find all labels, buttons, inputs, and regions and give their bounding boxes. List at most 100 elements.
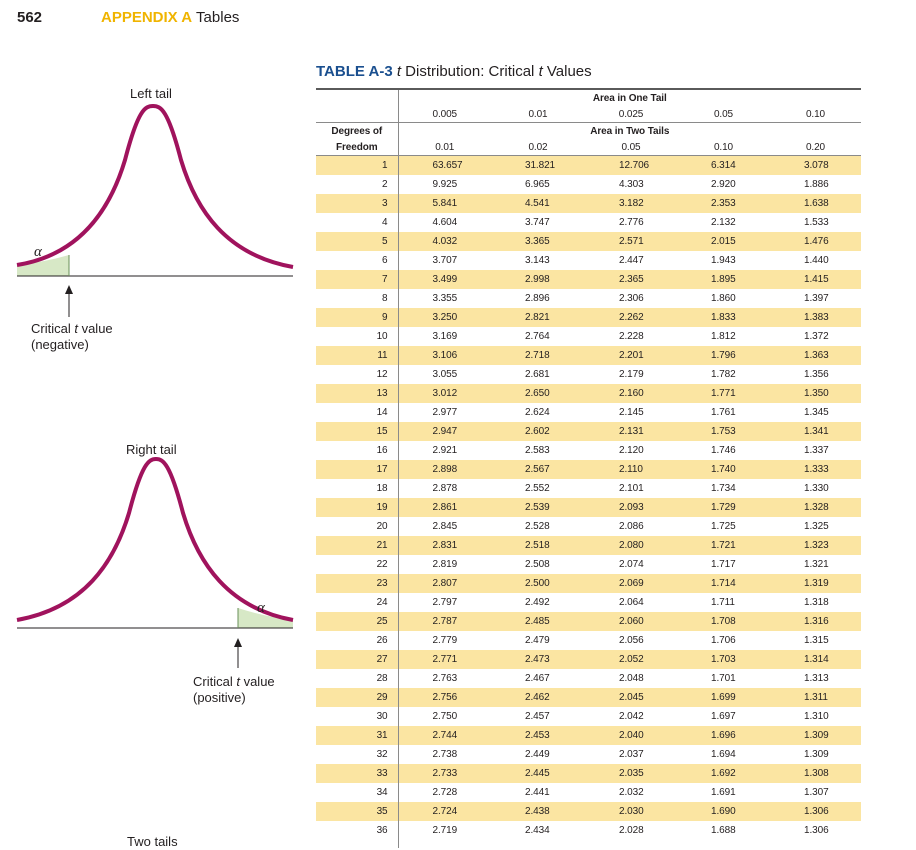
- df-cell: 7: [316, 270, 398, 289]
- critical-value-cell: 2.030: [585, 802, 677, 821]
- table-row: 26 2.779 2.479 2.056 1.706 1.315: [316, 631, 861, 650]
- table-row: 16 2.921 2.583 2.120 1.746 1.337: [316, 441, 861, 460]
- critical-value-cell: 2.201: [585, 346, 677, 365]
- critical-value-cell: 2.779: [397, 631, 491, 650]
- left-bell-curve: [16, 103, 294, 269]
- table-row: 23 2.807 2.500 2.069 1.714 1.319: [316, 574, 861, 593]
- critical-value-cell: 1.886: [804, 179, 829, 190]
- df-label-line1: Degrees of: [331, 125, 383, 137]
- critical-value-cell: 2.132: [711, 217, 736, 228]
- left-tail-area: [17, 255, 69, 276]
- df-cell: 4: [382, 217, 388, 228]
- table-row: 35 2.724 2.438 2.030 1.690 1.306: [316, 802, 861, 821]
- one-tail-value: 0.05: [677, 106, 770, 123]
- critical-value-cell: 1.690: [677, 802, 770, 821]
- critical-value-cell: 2.797: [397, 593, 491, 612]
- table-row: 24 2.797 2.492 2.064 1.711 1.318: [316, 593, 861, 612]
- critical-value-cell: 1.740: [677, 460, 770, 479]
- critical-value-cell: 2.120: [619, 445, 644, 456]
- critical-value-cell: 1.440: [804, 255, 829, 266]
- page-number: 562: [17, 9, 43, 26]
- critical-value-cell: 3.355: [397, 289, 491, 308]
- df-cell: 14: [376, 407, 388, 418]
- critical-value-cell: 1.753: [677, 422, 770, 441]
- critical-value-cell: 3.182: [585, 194, 677, 213]
- df-cell: 6: [382, 255, 388, 266]
- df-cell: 19: [316, 498, 398, 517]
- df-cell: 21: [316, 536, 398, 555]
- df-cell: 8: [382, 293, 388, 304]
- critical-value-cell: 2.086: [619, 521, 644, 532]
- critical-value-cell: 2.040: [585, 726, 677, 745]
- table-row: 5 4.032 3.365 2.571 2.015 1.476: [316, 232, 861, 251]
- right-arrow-head: [234, 638, 242, 647]
- critical-value-cell: 2.052: [585, 650, 677, 669]
- critical-value-cell: 2.583: [525, 445, 550, 456]
- left-arrow-head: [65, 285, 73, 294]
- critical-value-cell: 1.895: [677, 270, 770, 289]
- critical-value-cell: 2.744: [397, 726, 491, 745]
- critical-value-cell: 1.318: [804, 597, 829, 608]
- critical-value-cell: 2.056: [619, 635, 644, 646]
- area-one-tail-label: Area in One Tail: [397, 88, 861, 106]
- critical-value-cell: 1.345: [804, 407, 829, 418]
- right-critical-sign: (positive): [193, 690, 246, 705]
- one-tail-heading-row: Area in One Tail: [316, 88, 861, 106]
- df-cell: 23: [316, 574, 398, 593]
- critical-value-cell: 2.763: [397, 669, 491, 688]
- right-bell-curve: [16, 456, 294, 622]
- critical-value-cell: 1.306: [770, 802, 861, 821]
- critical-value-cell: 1.310: [804, 711, 829, 722]
- critical-value-cell: 2.681: [525, 369, 550, 380]
- critical-value-cell: 1.350: [770, 384, 861, 403]
- critical-value-cell: 2.787: [397, 612, 491, 631]
- critical-value-cell: 2.624: [525, 407, 550, 418]
- critical-value-cell: 2.473: [491, 650, 585, 669]
- critical-value-cell: 2.028: [619, 825, 644, 836]
- table-row: 3 5.841 4.541 3.182 2.353 1.638: [316, 194, 861, 213]
- critical-value-cell: 2.728: [397, 783, 491, 802]
- critical-value-cell: 2.365: [585, 270, 677, 289]
- critical-value-cell: 2.878: [397, 479, 491, 498]
- critical-value-cell: 1.308: [770, 764, 861, 783]
- critical-value-cell: 2.750: [397, 707, 491, 726]
- table-row: 8 3.355 2.896 2.306 1.860 1.397: [316, 289, 861, 308]
- critical-value-cell: 2.032: [619, 787, 644, 798]
- critical-value-cell: 2.228: [619, 331, 644, 342]
- critical-value-cell: 1.714: [677, 574, 770, 593]
- critical-value-cell: 1.328: [770, 498, 861, 517]
- table-row: 13 3.012 2.650 2.160 1.771 1.350: [316, 384, 861, 403]
- critical-value-cell: 2.998: [491, 270, 585, 289]
- right-tail-figure: Right tail α Critical t value (positive): [16, 442, 294, 705]
- table-row: 18 2.878 2.552 2.101 1.734 1.330: [316, 479, 861, 498]
- critical-value-cell: 1.701: [711, 673, 736, 684]
- critical-value-cell: 2.518: [491, 536, 585, 555]
- critical-value-cell: 2.074: [619, 559, 644, 570]
- critical-value-cell: 1.761: [711, 407, 736, 418]
- critical-value-cell: 1.316: [770, 612, 861, 631]
- table-row: 19 2.861 2.539 2.093 1.729 1.328: [316, 498, 861, 517]
- critical-value-cell: 1.341: [770, 422, 861, 441]
- critical-value-cell: 2.438: [491, 802, 585, 821]
- one-tail-value: 0.01: [491, 106, 585, 123]
- critical-value-cell: 1.383: [770, 308, 861, 327]
- critical-value-cell: 1.771: [677, 384, 770, 403]
- appendix-title: Tables: [196, 9, 240, 26]
- df-cell: 32: [376, 749, 388, 760]
- critical-value-cell: 1.691: [711, 787, 736, 798]
- critical-value-cell: 3.012: [397, 384, 491, 403]
- critical-value-cell: 3.707: [397, 251, 491, 270]
- table-row: 15 2.947 2.602 2.131 1.753 1.341: [316, 422, 861, 441]
- one-tail-value: 0.10: [770, 106, 861, 123]
- critical-value-cell: 1.746: [711, 445, 736, 456]
- critical-value-cell: 3.499: [397, 270, 491, 289]
- critical-value-cell: 2.093: [585, 498, 677, 517]
- t-distribution-table: Area in One Tail 0.005 0.01 0.025 0.05 0…: [316, 88, 861, 848]
- df-cell: 3: [316, 194, 398, 213]
- caption-t2: t: [538, 63, 543, 80]
- critical-value-cell: 1.694: [711, 749, 736, 760]
- critical-value-cell: 2.449: [525, 749, 550, 760]
- critical-value-cell: 1.688: [711, 825, 736, 836]
- table-caption-label: TABLE A-3: [316, 63, 393, 80]
- critical-value-cell: 2.434: [525, 825, 550, 836]
